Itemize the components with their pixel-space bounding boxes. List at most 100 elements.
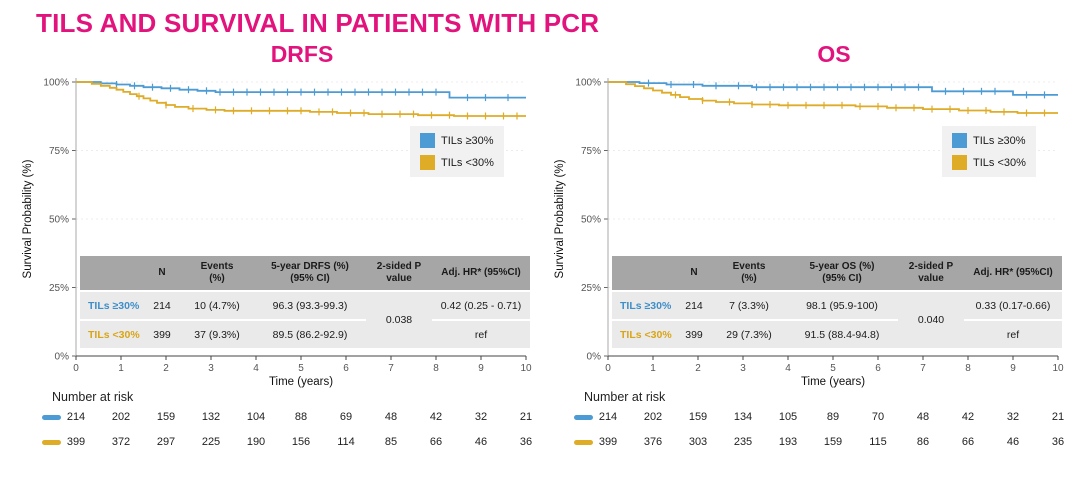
cell-hr: 0.33 (0.17-0.66) bbox=[964, 292, 1062, 319]
number-at-risk-title: Number at risk bbox=[584, 390, 666, 404]
y-tick-label: 0% bbox=[587, 352, 602, 363]
risk-value: 399 bbox=[598, 436, 618, 448]
page-title: TILS AND SURVIVAL IN PATIENTS WITH PCR bbox=[36, 8, 600, 38]
col-header-5year: 5-year DRFS (%) (95% CI) bbox=[254, 256, 366, 290]
risk-value: 21 bbox=[519, 411, 533, 423]
legend-swatch-blue-icon bbox=[952, 133, 967, 148]
risk-value: 21 bbox=[1051, 411, 1065, 423]
x-tick-label: 6 bbox=[343, 363, 349, 374]
risk-value: 297 bbox=[156, 436, 176, 448]
legend-swatch-yellow-icon bbox=[952, 155, 967, 170]
panels-container: DRFS 0% 25% 50% 75% 100% 0 1 2 3 4 5 6 7 8 9 10 Time (ye… bbox=[0, 41, 1080, 458]
row-label-tils-high: TILs ≥30% bbox=[612, 292, 676, 319]
risk-value: 190 bbox=[246, 436, 266, 448]
survival-curve bbox=[76, 81, 526, 117]
x-tick-label: 2 bbox=[163, 363, 169, 374]
y-tick-label: 75% bbox=[581, 146, 601, 157]
number-at-risk-os: Number at risk 214 202 159 134 105 89 70 48 42 32… bbox=[550, 390, 1078, 458]
x-tick-label: 8 bbox=[433, 363, 439, 374]
risk-value: 88 bbox=[294, 411, 308, 423]
row-label-tils-high: TILs ≥30% bbox=[80, 292, 144, 319]
risk-value: 105 bbox=[778, 411, 798, 423]
risk-row-tils-high: 214 202 159 134 105 89 70 48 42 32 21 bbox=[550, 408, 1078, 433]
x-tick-label: 5 bbox=[830, 363, 836, 374]
x-tick-label: 10 bbox=[1052, 363, 1064, 374]
risk-row-tils-low: 399 372 297 225 190 156 114 85 66 46 36 bbox=[18, 433, 546, 458]
legend-label: TILs <30% bbox=[973, 156, 1026, 169]
risk-value: 46 bbox=[474, 436, 488, 448]
risk-value: 66 bbox=[961, 436, 975, 448]
cell-events: 37 (9.3%) bbox=[180, 321, 254, 348]
legend-item-tils-high: TILs ≥30% bbox=[420, 133, 494, 148]
risk-value: 69 bbox=[339, 411, 353, 423]
risk-value: 303 bbox=[688, 436, 708, 448]
risk-value: 214 bbox=[66, 411, 86, 423]
x-tick-label: 4 bbox=[785, 363, 791, 374]
x-tick-label: 6 bbox=[875, 363, 881, 374]
risk-value: 66 bbox=[429, 436, 443, 448]
x-tick-label: 0 bbox=[73, 363, 79, 374]
cell-5year: 96.3 (93.3-99.3) bbox=[254, 292, 366, 319]
x-tick-label: 4 bbox=[253, 363, 259, 374]
row-label-tils-low: TILs <30% bbox=[80, 321, 144, 348]
survival-curve bbox=[608, 81, 1058, 114]
y-tick-label: 75% bbox=[49, 146, 69, 157]
x-tick-label: 1 bbox=[118, 363, 124, 374]
stats-table-os: N Events (%) 5-year OS (%) (95% CI) 2-si… bbox=[612, 256, 1062, 348]
cell-events: 29 (7.3%) bbox=[712, 321, 786, 348]
row-label-tils-low: TILs <30% bbox=[612, 321, 676, 348]
km-plot-svg-drfs: 0% 25% 50% 75% 100% 0 1 2 3 4 5 6 7 8 9 10 Time (years) S… bbox=[22, 78, 532, 389]
col-header-hr: Adj. HR* (95%CI) bbox=[432, 256, 530, 290]
risk-value: 159 bbox=[688, 411, 708, 423]
legend-swatch-blue-icon bbox=[420, 133, 435, 148]
cell-n: 399 bbox=[676, 321, 712, 348]
col-header-empty bbox=[612, 256, 676, 290]
y-axis-label: Survival Probability (%) bbox=[554, 159, 566, 278]
x-axis-label: Time (years) bbox=[269, 376, 333, 388]
legend-item-tils-low: TILs <30% bbox=[420, 155, 494, 170]
legend-item-tils-high: TILs ≥30% bbox=[952, 133, 1026, 148]
risk-value: 89 bbox=[826, 411, 840, 423]
cell-hr-ref: ref bbox=[432, 321, 530, 348]
x-tick-label: 1 bbox=[650, 363, 656, 374]
risk-row-tils-high: 214 202 159 132 104 88 69 48 42 32 21 bbox=[18, 408, 546, 433]
legend-drfs: TILs ≥30% TILs <30% bbox=[410, 126, 504, 177]
risk-value: 46 bbox=[1006, 436, 1020, 448]
y-tick-label: 100% bbox=[575, 78, 601, 89]
cell-events: 10 (4.7%) bbox=[180, 292, 254, 319]
risk-value: 42 bbox=[429, 411, 443, 423]
cell-hr: 0.42 (0.25 - 0.71) bbox=[432, 292, 530, 319]
cell-pvalue: 0.038 bbox=[366, 292, 432, 348]
x-axis-label: Time (years) bbox=[801, 376, 865, 388]
cell-n: 399 bbox=[144, 321, 180, 348]
cell-5year: 98.1 (95.9-100) bbox=[786, 292, 898, 319]
col-header-events: Events (%) bbox=[712, 256, 786, 290]
risk-value: 134 bbox=[733, 411, 753, 423]
number-at-risk-title: Number at risk bbox=[52, 390, 134, 404]
y-tick-label: 50% bbox=[49, 215, 69, 226]
risk-value: 36 bbox=[519, 436, 533, 448]
x-tick-label: 9 bbox=[478, 363, 484, 374]
col-header-n: N bbox=[676, 256, 712, 290]
risk-value: 372 bbox=[111, 436, 131, 448]
panel-title-os: OS bbox=[817, 41, 851, 67]
risk-value: 193 bbox=[778, 436, 798, 448]
x-tick-label: 3 bbox=[208, 363, 214, 374]
number-at-risk-drfs: Number at risk 214 202 159 132 104 88 69 48 42 32… bbox=[18, 390, 546, 458]
panel-os: OS 0% 25% 50% 75% 100% 0 1 2 3 4 5 6 7 8 9 10 Time (year… bbox=[550, 41, 1078, 458]
x-tick-label: 0 bbox=[605, 363, 611, 374]
risk-value: 70 bbox=[871, 411, 885, 423]
risk-value: 85 bbox=[384, 436, 398, 448]
x-tick-label: 3 bbox=[740, 363, 746, 374]
risk-swatch-blue-icon bbox=[574, 415, 593, 420]
col-header-events: Events (%) bbox=[180, 256, 254, 290]
x-tick-label: 7 bbox=[388, 363, 394, 374]
col-header-pvalue: 2-sided P value bbox=[898, 256, 964, 290]
cell-n: 214 bbox=[144, 292, 180, 319]
cell-n: 214 bbox=[676, 292, 712, 319]
risk-value: 48 bbox=[384, 411, 398, 423]
risk-value: 42 bbox=[961, 411, 975, 423]
risk-swatch-blue-icon bbox=[42, 415, 61, 420]
x-tick-label: 5 bbox=[298, 363, 304, 374]
col-header-n: N bbox=[144, 256, 180, 290]
